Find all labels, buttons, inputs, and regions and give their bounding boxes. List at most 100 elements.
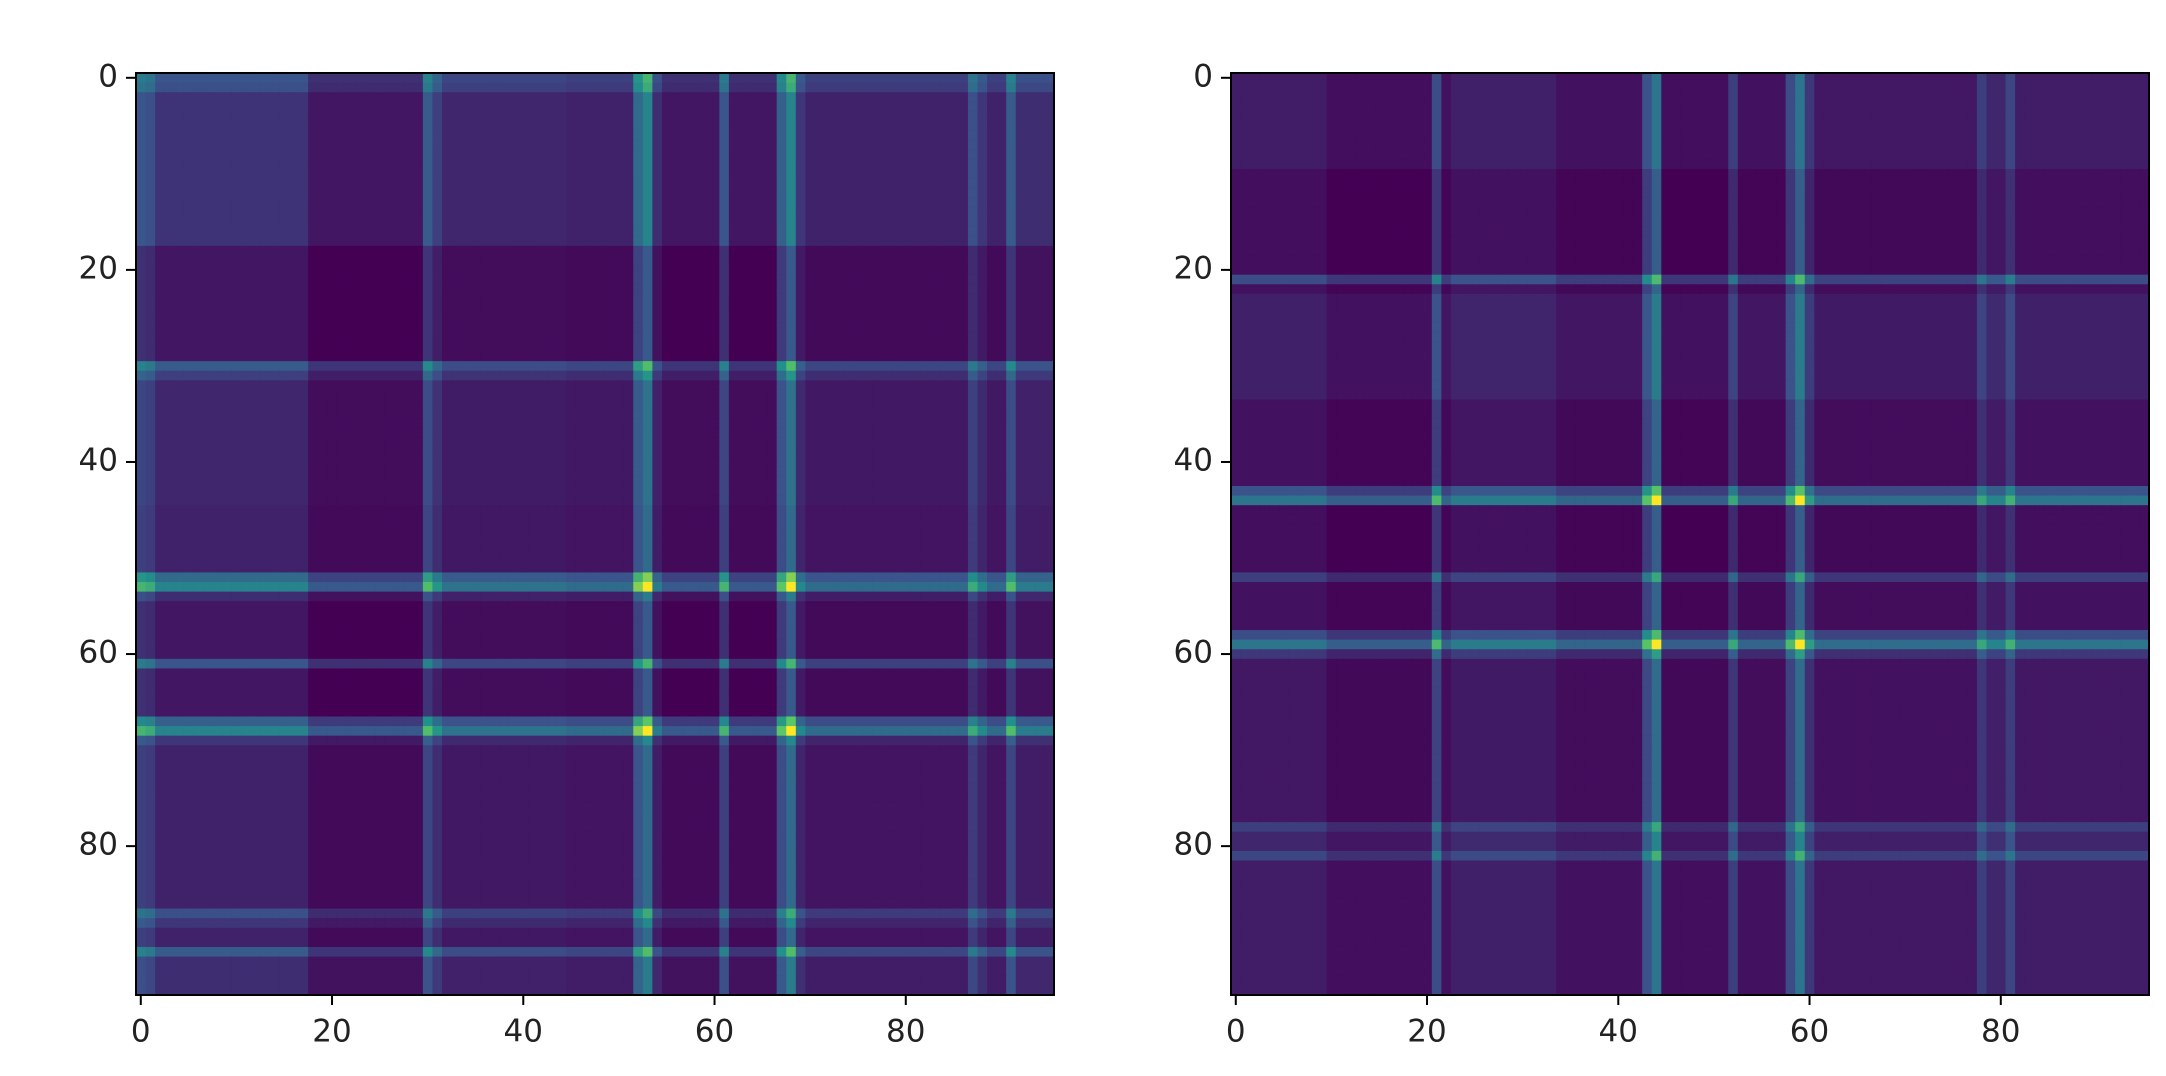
cell <box>547 466 558 477</box>
cell <box>623 534 634 545</box>
cell <box>948 92 959 103</box>
cell <box>174 149 185 161</box>
cell <box>537 553 548 564</box>
cell <box>508 341 520 353</box>
cell <box>901 73 912 84</box>
cell <box>690 293 701 305</box>
cell <box>155 505 166 516</box>
cell <box>269 485 281 497</box>
cell <box>1034 149 1046 161</box>
cell <box>183 101 194 113</box>
cell <box>241 169 252 180</box>
cell <box>757 543 768 554</box>
cell <box>757 121 768 132</box>
cell <box>155 73 166 84</box>
cell <box>155 322 166 333</box>
cell <box>480 399 491 410</box>
cell <box>470 553 481 564</box>
cell <box>336 265 347 276</box>
cell <box>814 514 826 525</box>
cell <box>814 159 826 170</box>
cell <box>308 73 319 84</box>
cell <box>403 495 414 506</box>
cell <box>776 341 787 353</box>
cell <box>786 380 797 391</box>
cell <box>279 303 290 314</box>
cell <box>317 197 328 209</box>
cell <box>967 121 979 132</box>
cell <box>642 437 653 449</box>
cell <box>719 447 730 458</box>
cell <box>183 149 194 161</box>
cell <box>901 111 912 122</box>
cell <box>862 505 873 516</box>
cell <box>642 514 653 525</box>
cell <box>250 399 261 410</box>
cell <box>642 92 653 103</box>
cell <box>518 284 529 295</box>
cell <box>422 140 434 151</box>
cell <box>413 111 424 122</box>
cell <box>595 178 606 189</box>
cell <box>375 169 386 180</box>
cell <box>202 476 214 487</box>
cell <box>537 476 548 487</box>
cell <box>164 505 175 516</box>
cell <box>719 284 730 295</box>
cell <box>862 428 873 439</box>
cell <box>862 322 873 333</box>
cell <box>757 236 768 247</box>
cell <box>346 341 357 353</box>
cell <box>891 495 902 506</box>
cell <box>575 514 587 525</box>
cell <box>967 399 979 410</box>
cell <box>327 562 338 574</box>
cell <box>948 466 959 477</box>
cell <box>1034 476 1046 487</box>
cell <box>977 274 988 285</box>
cell <box>814 534 826 545</box>
cell <box>843 457 854 468</box>
cell <box>901 341 912 353</box>
cell <box>920 524 931 535</box>
cell <box>164 313 175 324</box>
cell <box>834 399 845 410</box>
cell <box>231 313 242 324</box>
cell <box>250 293 261 305</box>
cell <box>1044 409 1055 420</box>
cell <box>939 485 950 497</box>
cell <box>413 505 424 516</box>
cell <box>461 197 472 209</box>
cell <box>250 534 261 545</box>
cell <box>432 514 443 525</box>
cell <box>174 476 185 487</box>
cell <box>461 428 472 439</box>
cell <box>805 361 816 372</box>
cell <box>633 524 644 535</box>
cell <box>528 361 539 372</box>
cell <box>508 245 520 257</box>
cell <box>901 524 912 535</box>
cell <box>728 409 740 420</box>
cell <box>222 495 233 506</box>
cell <box>709 217 720 228</box>
cell <box>355 149 367 161</box>
cell <box>738 457 749 468</box>
cell <box>700 303 711 314</box>
cell <box>250 313 261 324</box>
cell <box>1044 447 1055 458</box>
cell <box>1044 274 1055 285</box>
cell <box>585 121 596 132</box>
cell <box>585 130 596 141</box>
cell <box>661 121 673 132</box>
cell <box>958 389 969 401</box>
cell <box>862 217 873 228</box>
cell <box>920 73 931 84</box>
cell <box>231 265 242 276</box>
cell <box>843 217 854 228</box>
cell <box>480 370 491 381</box>
cell <box>910 255 921 266</box>
cell <box>537 322 548 333</box>
cell <box>365 303 376 314</box>
